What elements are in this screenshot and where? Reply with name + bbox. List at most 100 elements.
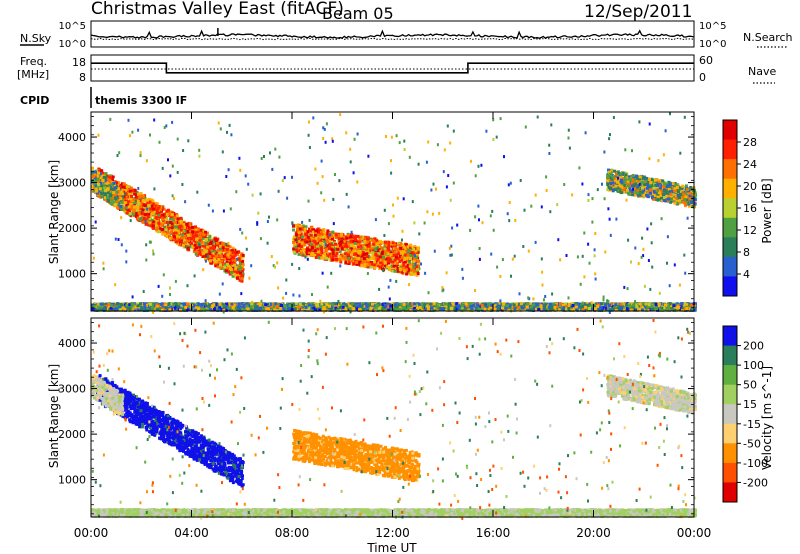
rti-cell <box>639 175 642 178</box>
rti-cell <box>215 260 218 263</box>
rti-cell <box>364 246 367 249</box>
rti-cell <box>410 254 413 257</box>
rti-cell <box>116 206 119 209</box>
rti-cell <box>142 208 145 211</box>
rti-cell <box>685 184 688 187</box>
rti-cell <box>317 238 320 241</box>
rti-cell <box>376 242 379 245</box>
rti-cell <box>620 186 623 189</box>
rti-cell <box>133 206 136 209</box>
rti-cell <box>334 243 337 246</box>
rti-cell <box>394 247 397 250</box>
rti-cell <box>171 213 174 216</box>
nave-label: Nave <box>748 65 776 78</box>
rti-cell <box>367 238 370 241</box>
beam-label: Beam 05 <box>322 4 394 23</box>
rti-cell <box>681 185 684 188</box>
freq-series <box>91 63 694 73</box>
rti-cell <box>128 205 131 208</box>
rti-cell <box>622 188 625 191</box>
rti-cell <box>165 228 168 231</box>
rti-cell <box>174 231 177 234</box>
rti-cell <box>152 224 155 227</box>
rti-cell <box>155 216 158 219</box>
rti-cell <box>325 257 328 260</box>
rti-cell <box>631 193 634 196</box>
rti-cell <box>92 175 95 178</box>
rti-cell <box>320 256 323 259</box>
rti-cell <box>344 252 347 255</box>
rti-cell <box>387 248 390 251</box>
rti-cell <box>139 218 142 221</box>
rti-cell <box>674 183 677 186</box>
rti-cell <box>626 189 629 192</box>
rti-cell <box>231 257 234 260</box>
rti-cell <box>213 248 216 251</box>
rti-cell <box>105 172 108 175</box>
rti-cell <box>156 227 159 230</box>
rti-cell <box>398 244 401 247</box>
rti-cell <box>678 199 681 202</box>
rti-cell <box>365 252 368 255</box>
rti-cell <box>208 235 211 238</box>
rti-cell <box>130 195 133 198</box>
rti-cell <box>156 210 159 213</box>
rti-cell <box>641 187 644 190</box>
rti-cell <box>684 195 687 198</box>
rti-cell <box>175 226 178 229</box>
rti-cell <box>152 212 155 215</box>
rti-cell <box>417 246 420 249</box>
rti-cell <box>686 188 689 191</box>
rti-cell <box>311 247 314 250</box>
rti-cell <box>104 193 107 196</box>
rti-cell <box>391 261 394 264</box>
station-title: Christmas Valley East (fitACF) <box>91 0 344 19</box>
rti-cell <box>297 244 300 247</box>
rti-cell <box>673 190 676 193</box>
rti-cell <box>121 201 124 204</box>
rti-cell <box>320 231 323 234</box>
rti-cell <box>108 179 111 182</box>
rti-cell <box>662 193 665 196</box>
rti-cell <box>223 266 226 269</box>
rti-cell <box>142 221 145 224</box>
rti-cell <box>609 182 612 185</box>
rti-cell <box>328 246 331 249</box>
rti-cell <box>352 244 355 247</box>
rti-cell <box>120 191 123 194</box>
rti-cell <box>216 242 219 245</box>
freq-label: Freq. <box>20 55 47 68</box>
rti-cell <box>314 234 317 237</box>
rti-cell <box>310 234 313 237</box>
rti-cell <box>388 241 391 244</box>
rti-cell <box>611 176 614 179</box>
rti-cell <box>214 238 217 241</box>
rti-cell <box>399 268 402 271</box>
rti-cell <box>320 251 323 254</box>
rti-cell <box>173 217 176 220</box>
rti-cell <box>129 190 132 193</box>
rti-cell <box>606 179 609 182</box>
rti-cell <box>226 263 229 266</box>
rti-cell <box>673 202 676 205</box>
rti-cell <box>384 261 387 264</box>
rti-cell <box>416 272 419 275</box>
rti-cell <box>236 277 239 280</box>
rti-cell <box>316 253 319 256</box>
rti-cell <box>161 228 164 231</box>
rti-cell <box>219 264 222 267</box>
rti-cell <box>145 223 148 226</box>
rti-cell <box>355 235 358 238</box>
rti-cell <box>347 254 350 257</box>
rti-cell <box>414 272 417 275</box>
rti-cell <box>690 201 693 204</box>
rti-cell <box>387 246 390 249</box>
rti-cell <box>123 182 126 185</box>
rti-cell <box>403 263 406 266</box>
rti-cell <box>402 250 405 253</box>
rti-cell <box>347 257 350 260</box>
rti-cell <box>203 249 206 252</box>
rti-cell <box>332 231 335 234</box>
rti-cell <box>341 247 344 250</box>
